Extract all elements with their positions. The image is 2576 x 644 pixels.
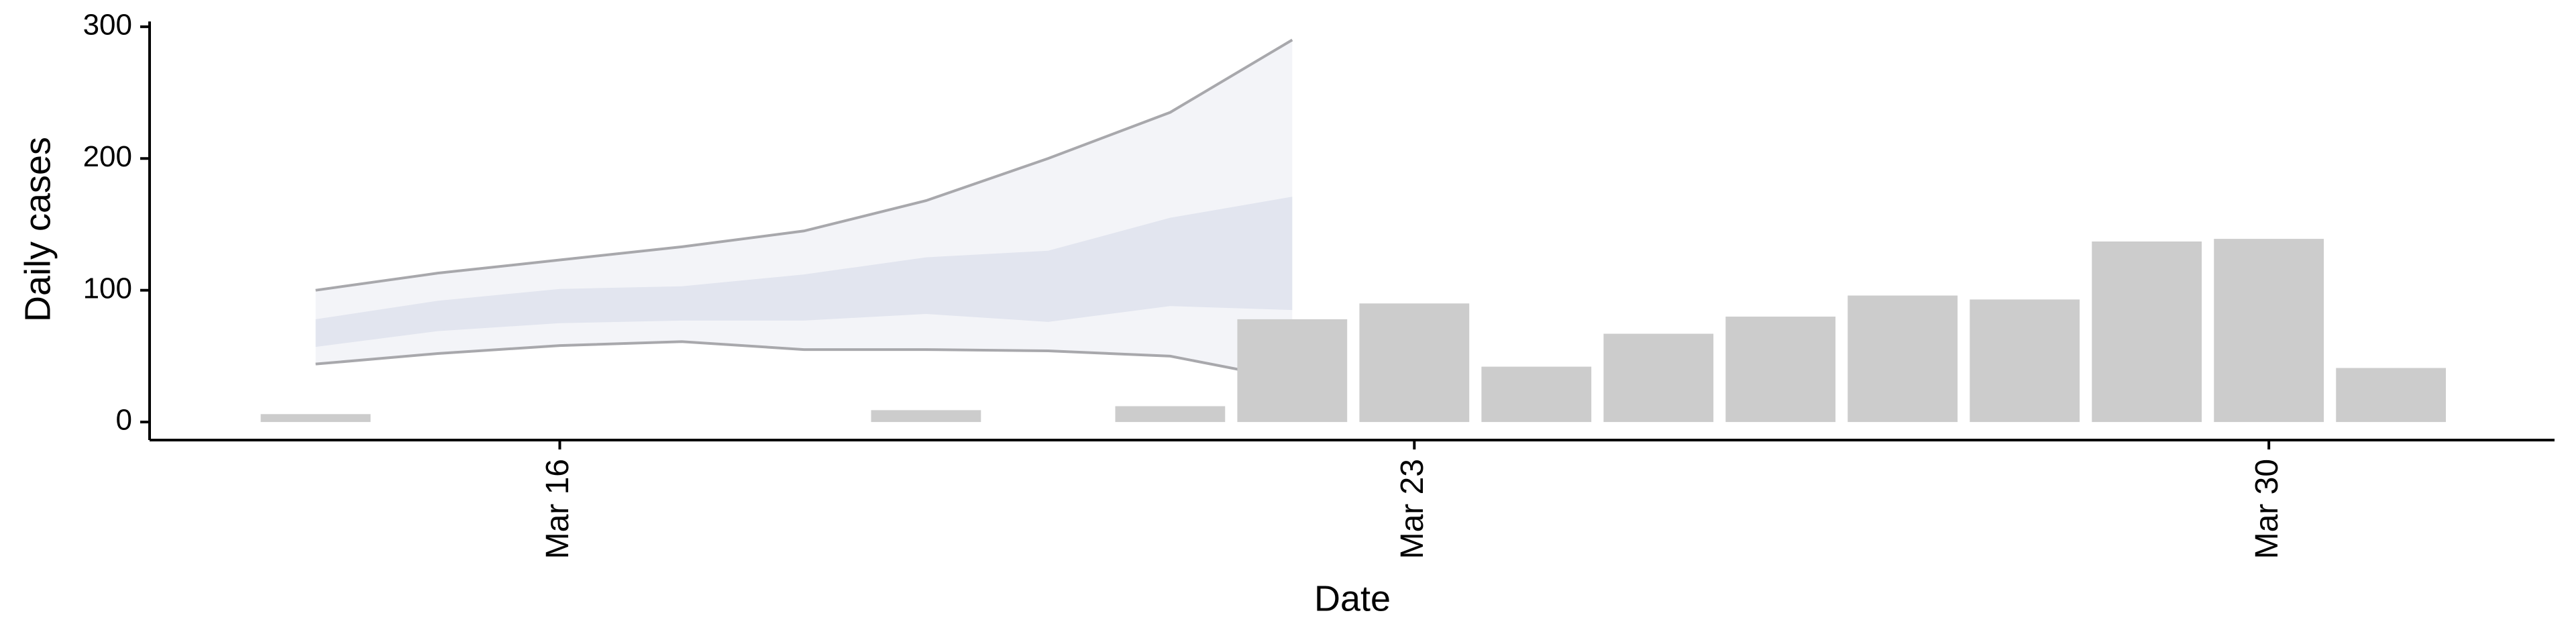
bar — [2092, 241, 2202, 423]
y-axis-title: Daily cases — [17, 137, 58, 322]
x-tick-label: Mar 16 — [540, 459, 576, 559]
bar — [1847, 295, 1958, 423]
x-axis-title: Date — [1314, 578, 1391, 619]
bar — [1115, 406, 1226, 423]
y-tick-label: 100 — [83, 272, 132, 305]
bar — [1359, 303, 1470, 423]
forecast-band — [315, 197, 1293, 347]
bar — [260, 414, 371, 423]
bar — [1970, 299, 2080, 423]
band-edge — [315, 38, 1293, 292]
y-tick-label: 200 — [83, 140, 132, 173]
bar — [2336, 368, 2447, 423]
x-tick-label: Mar 23 — [1395, 459, 1430, 559]
y-tick-label: 0 — [116, 404, 132, 437]
y-tick-label: 300 — [83, 8, 132, 41]
bar — [1603, 333, 1714, 423]
bar — [1481, 366, 1592, 423]
bar — [2214, 239, 2324, 423]
x-tick-label: Mar 30 — [2249, 459, 2285, 559]
bar — [1237, 319, 1348, 423]
band-edge — [315, 340, 1293, 382]
bar — [1725, 316, 1836, 423]
bar — [871, 410, 981, 423]
